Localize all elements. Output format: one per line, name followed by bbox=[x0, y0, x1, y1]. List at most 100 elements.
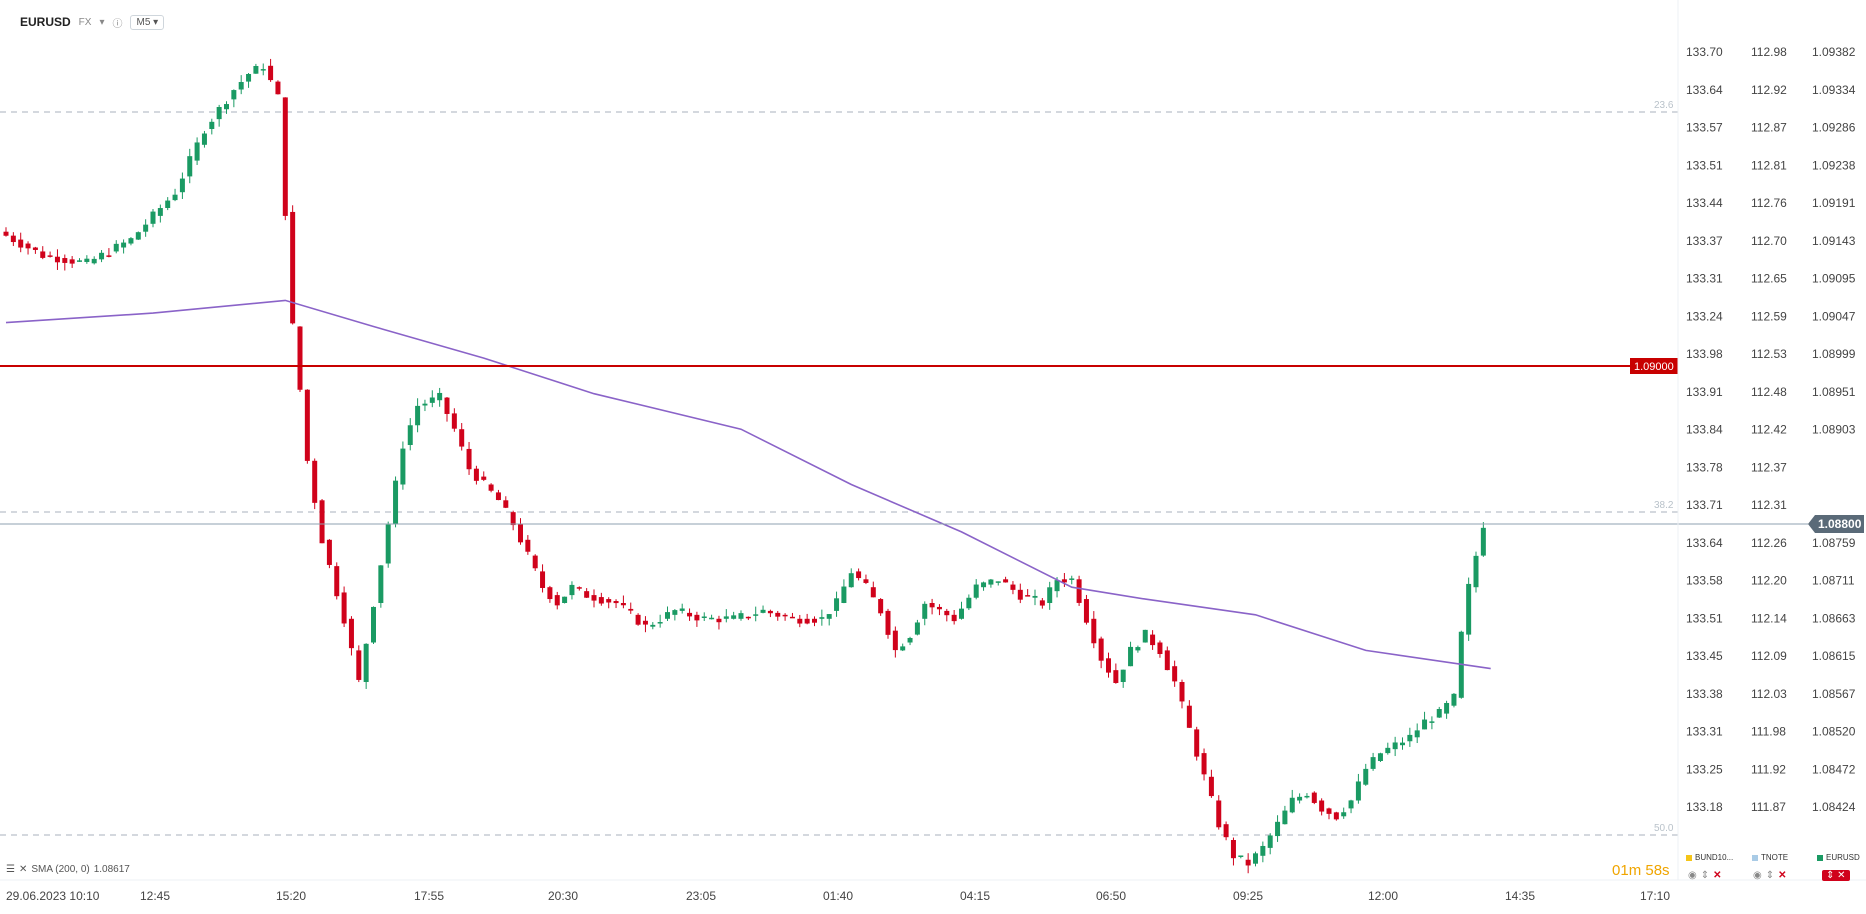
y-tick-bund: 133.58 bbox=[1686, 574, 1723, 588]
y-tick-eurusd: 1.09334 bbox=[1812, 83, 1856, 97]
candle-body bbox=[40, 251, 46, 258]
reorder-icon[interactable]: ⇕ bbox=[1700, 870, 1710, 881]
candle-body bbox=[341, 592, 347, 624]
candle-body bbox=[885, 610, 891, 635]
candle-body bbox=[422, 403, 428, 406]
candle-body bbox=[694, 614, 700, 621]
candle-body bbox=[1186, 705, 1192, 728]
candle-body bbox=[1032, 595, 1038, 598]
candle-body bbox=[216, 107, 222, 120]
candle-body bbox=[628, 608, 634, 611]
symbol-label[interactable]: EURUSD bbox=[20, 15, 71, 29]
candle-body bbox=[951, 614, 957, 622]
info-icon[interactable]: ⓘ bbox=[112, 18, 123, 30]
candle-body bbox=[562, 596, 568, 603]
y-tick-eurusd: 1.08759 bbox=[1812, 536, 1856, 550]
candle-body bbox=[459, 429, 465, 447]
close-icon[interactable]: ✕ bbox=[18, 864, 28, 875]
candle-body bbox=[642, 620, 648, 625]
candle-body bbox=[224, 104, 229, 110]
y-tick-eurusd: 1.09238 bbox=[1812, 158, 1856, 172]
candle-body bbox=[1120, 669, 1126, 682]
candle-body bbox=[1260, 845, 1266, 856]
legend-swatch-bund bbox=[1686, 854, 1692, 861]
y-tick-bund: 133.84 bbox=[1686, 423, 1723, 437]
candle-body bbox=[488, 484, 494, 491]
candle-body bbox=[62, 258, 68, 263]
y-tick-bund: 133.71 bbox=[1686, 498, 1723, 512]
y-tick-tnote: 112.37 bbox=[1751, 460, 1787, 474]
y-tick-eurusd: 1.08663 bbox=[1812, 611, 1856, 625]
candle-body bbox=[1230, 840, 1236, 859]
remove-icon[interactable]: ✕ bbox=[1713, 870, 1722, 881]
candle-body bbox=[598, 597, 604, 604]
candle-body bbox=[268, 65, 274, 81]
y-tick-bund: 133.64 bbox=[1686, 536, 1723, 550]
candle-body bbox=[319, 500, 325, 544]
y-tick-bund: 133.24 bbox=[1686, 309, 1723, 323]
candle-body bbox=[1245, 859, 1251, 866]
candle-body bbox=[312, 460, 318, 503]
eye-icon[interactable]: ◉ bbox=[1753, 870, 1762, 881]
candle-body bbox=[150, 211, 156, 224]
reorder-icon[interactable]: ⇕ bbox=[1765, 870, 1775, 881]
candle-body bbox=[1267, 835, 1273, 848]
candle-body bbox=[1003, 579, 1009, 583]
candle-body bbox=[334, 566, 340, 597]
candle-body bbox=[1297, 796, 1303, 801]
candle-body bbox=[113, 243, 119, 252]
eye-icon[interactable]: ◉ bbox=[1688, 870, 1697, 881]
legend-bund[interactable]: BUND10... bbox=[1686, 853, 1733, 862]
candle-body bbox=[767, 610, 773, 614]
candle-body bbox=[723, 616, 729, 619]
candle-body bbox=[1150, 634, 1156, 646]
y-tick-eurusd: 1.09047 bbox=[1812, 309, 1856, 323]
timeframe-select[interactable]: M5 ▾ bbox=[130, 14, 165, 30]
candle-body bbox=[1010, 584, 1016, 590]
candle-body bbox=[503, 500, 509, 508]
legend-tnote[interactable]: TNOTE bbox=[1752, 853, 1788, 862]
legend-eurusd[interactable]: EURUSD bbox=[1817, 853, 1860, 862]
candle-body bbox=[363, 643, 369, 682]
candle-body bbox=[841, 586, 847, 603]
y-tick-eurusd: 1.08903 bbox=[1812, 423, 1856, 437]
candle-body bbox=[1201, 753, 1207, 775]
y-tick-tnote: 112.65 bbox=[1751, 272, 1787, 286]
candle-body bbox=[907, 637, 913, 643]
y-tick-bund: 133.70 bbox=[1686, 45, 1723, 59]
candle-body bbox=[1333, 812, 1339, 820]
candle-body bbox=[1466, 583, 1472, 635]
list-icon[interactable]: ☰ bbox=[6, 864, 15, 875]
y-tick-bund: 133.38 bbox=[1686, 687, 1723, 701]
candle-body bbox=[10, 235, 16, 243]
y-tick-tnote: 112.20 bbox=[1751, 574, 1787, 588]
candle-body bbox=[297, 326, 303, 390]
dropdown-arrow-icon[interactable]: ▾ bbox=[99, 16, 105, 28]
candle-body bbox=[892, 630, 898, 651]
chart-header: EURUSD FX ▾ ⓘ M5 ▾ bbox=[20, 12, 165, 32]
legend-name-bund: BUND10... bbox=[1695, 853, 1734, 862]
remove-icon[interactable]: ✕ bbox=[1778, 870, 1787, 881]
candle-body bbox=[576, 587, 582, 589]
candle-body bbox=[701, 616, 707, 618]
candle-body bbox=[275, 81, 281, 95]
y-tick-tnote: 112.42 bbox=[1751, 423, 1787, 437]
candle-body bbox=[1377, 753, 1383, 761]
candle-body bbox=[1017, 589, 1023, 600]
candle-body bbox=[848, 573, 854, 588]
y-tick-eurusd: 1.08711 bbox=[1812, 574, 1855, 588]
y-tick-eurusd: 1.09191 bbox=[1812, 196, 1856, 210]
eurusd-remove-button[interactable]: ⇕ ✕ bbox=[1822, 870, 1850, 881]
y-tick-bund: 133.37 bbox=[1686, 234, 1723, 248]
horizontal-level-badge bbox=[1630, 358, 1678, 374]
candle-body bbox=[157, 208, 163, 216]
candle-body bbox=[77, 260, 82, 262]
candle-body bbox=[429, 397, 435, 403]
candle-body bbox=[1480, 527, 1486, 556]
candle-body bbox=[1179, 682, 1185, 702]
candle-body bbox=[1289, 797, 1295, 813]
candle-body bbox=[745, 616, 751, 619]
candle-body bbox=[878, 599, 884, 614]
